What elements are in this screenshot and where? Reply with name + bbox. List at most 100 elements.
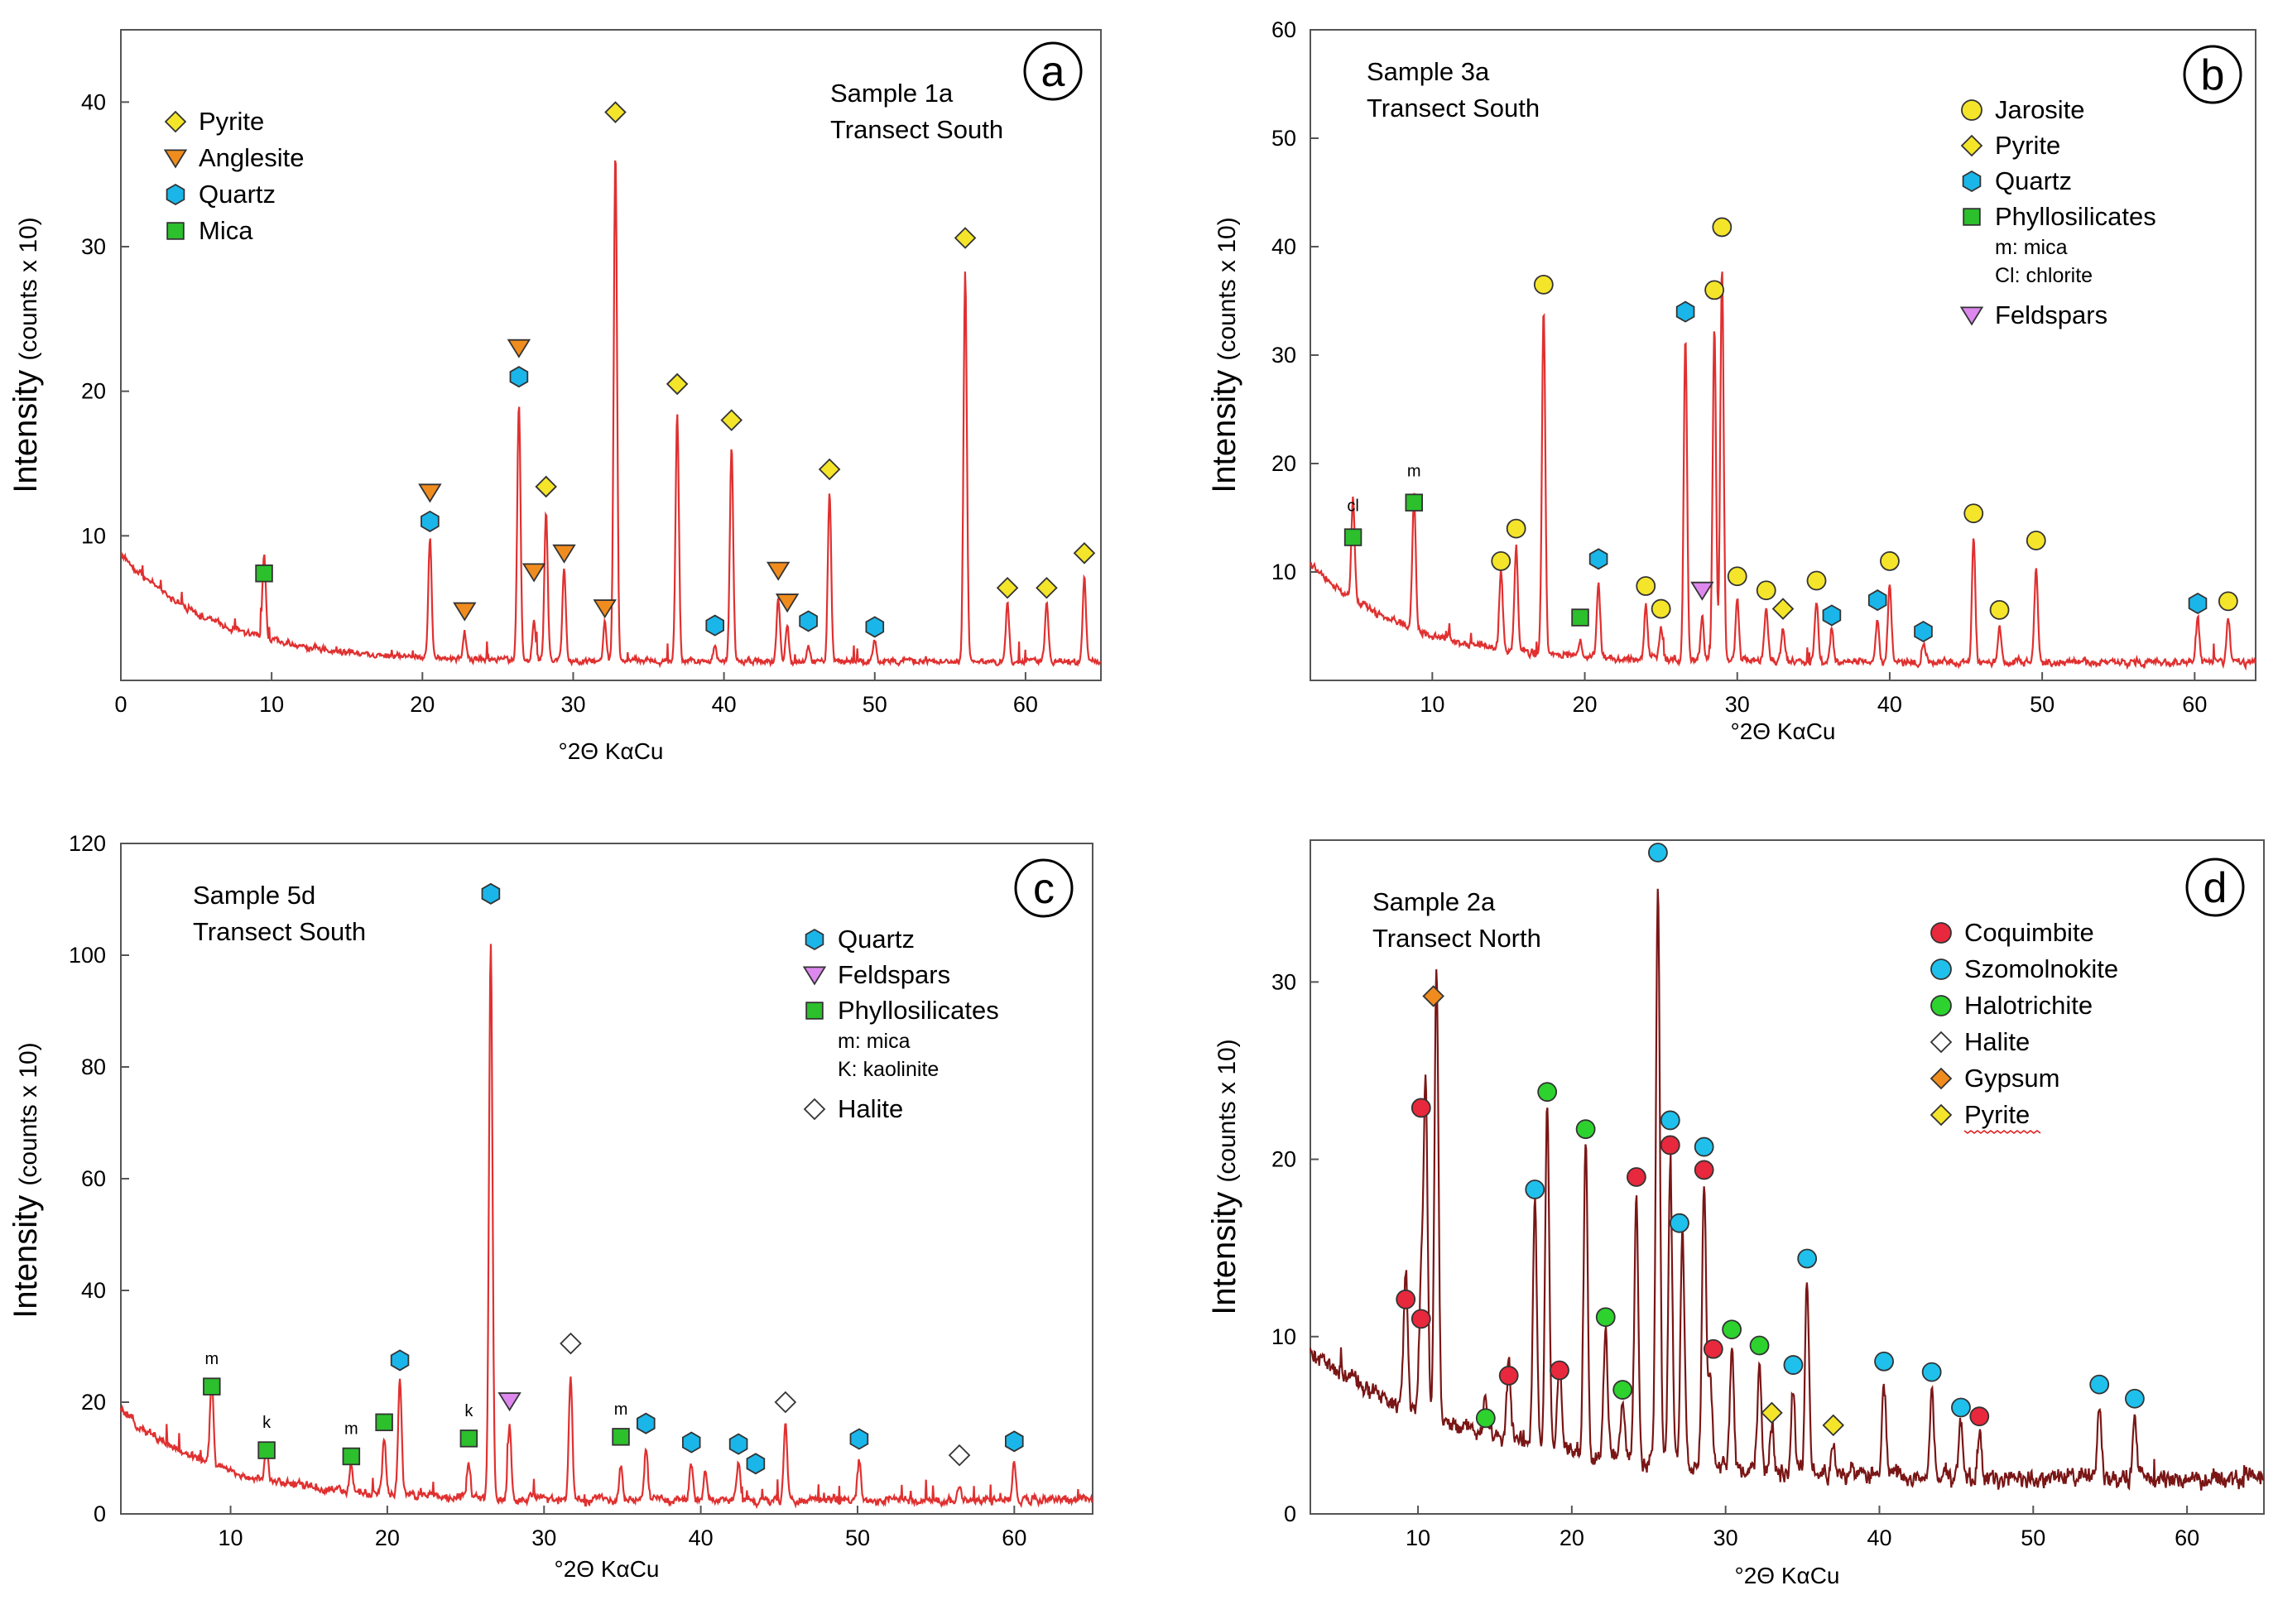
- peak-marker-hexagon: [2188, 592, 2208, 615]
- legend-label: Halotrichite: [1964, 991, 2093, 1020]
- peak-marker-diamond: [774, 1391, 797, 1414]
- plot-frame: [120, 843, 1093, 1515]
- y-tick-label: 50: [1271, 126, 1296, 151]
- peak-marker-diamond: [666, 372, 689, 396]
- peak-marker-diamond: [818, 458, 841, 481]
- y-axis-title: Intensity (counts x 10): [1206, 217, 1242, 493]
- legend-label: Szomolnokite: [1964, 954, 2118, 983]
- panel-letter: a: [1041, 48, 1065, 96]
- peak-marker-hexagon: [421, 510, 440, 532]
- peak-marker-square: [342, 1447, 361, 1466]
- sample-name: Sample 2a: [1372, 887, 1496, 916]
- legend-sublabel: K: kaolinite: [838, 1058, 939, 1081]
- peak-marker-circle: [2026, 531, 2046, 550]
- peak-marker-circle: [1651, 598, 1671, 619]
- transect-name: Transect South: [193, 917, 366, 946]
- panel-letter: b: [2201, 51, 2225, 99]
- panel-letter-circle: [1023, 41, 1083, 101]
- spellcheck-underline: [1963, 1130, 2041, 1134]
- y-tick-label: 0: [1284, 1501, 1296, 1526]
- peak-marker-circle: [1660, 1110, 1680, 1131]
- peak-annotation: m: [1407, 463, 1421, 481]
- legend-marker-hexagon: [805, 928, 824, 951]
- legend-marker-diamond: [803, 1098, 826, 1121]
- peak-marker-circle: [1636, 576, 1656, 596]
- y-tick-label: 40: [1271, 234, 1296, 259]
- peak-annotation: m: [614, 1401, 628, 1419]
- peak-marker-hexagon: [865, 616, 885, 638]
- legend-entry: Halotrichite: [1930, 991, 2093, 1020]
- panel-b: 10 20 30 40 50 60 10 20 30 40 50 60 Intensity (count…: [1206, 17, 2257, 744]
- legend-marker-circle: [1930, 995, 1952, 1016]
- x-tick-label: 30: [1725, 692, 1750, 717]
- peak-marker-circle: [1712, 217, 1733, 238]
- peak-marker-triangle-down: [775, 593, 800, 613]
- legend-marker-circle: [1930, 922, 1952, 944]
- x-tick-label: 20: [375, 1526, 400, 1550]
- legend-entry: Jarosite: [1961, 95, 2085, 124]
- x-tick-label: 20: [410, 692, 435, 717]
- x-tick-label: 40: [1867, 1526, 1891, 1550]
- legend-label: Phyllosilicates: [1995, 202, 2156, 231]
- peak-marker-diamond: [604, 101, 627, 123]
- panel-letter-circle: [2185, 858, 2245, 917]
- legend-entry: Gypsum: [1930, 1064, 2059, 1093]
- peak-marker-circle: [1969, 1406, 1990, 1427]
- legend-label: Feldspars: [838, 960, 950, 989]
- plot-frame: [1310, 839, 2265, 1515]
- panel-letter-circle: [2183, 45, 2242, 104]
- y-tick-label: 30: [1271, 343, 1296, 368]
- peak-marker-triangle-down: [521, 563, 546, 583]
- legend-marker-diamond: [164, 110, 187, 133]
- peak-marker-circle: [1963, 503, 1984, 524]
- peak-marker-hexagon: [481, 882, 501, 905]
- x-tick-label: 50: [863, 692, 887, 717]
- legend-sublabel: m: mica: [838, 1030, 911, 1053]
- x-tick-label: 10: [219, 1526, 243, 1550]
- peak-marker-circle: [1722, 1319, 1742, 1340]
- legend-marker-square: [805, 1002, 824, 1020]
- legend-entry: Quartz: [1962, 166, 2072, 195]
- legend-marker-square: [166, 222, 185, 240]
- peak-marker-square: [203, 1377, 221, 1396]
- x-tick-label: 50: [2030, 692, 2055, 717]
- legend-entry: Mica: [166, 216, 253, 245]
- y-tick-label: 10: [81, 523, 106, 548]
- peak-marker-square: [1405, 493, 1423, 512]
- legend-marker-hexagon: [1962, 170, 1982, 193]
- x-axis-title: °2Θ KαCu: [1731, 718, 1836, 744]
- peak-marker-circle: [1727, 566, 1747, 587]
- peak-marker-hexagon: [1675, 300, 1695, 323]
- legend-marker-hexagon: [166, 183, 185, 206]
- peak-marker-circle: [1989, 599, 2010, 620]
- peak-marker-circle: [1612, 1380, 1633, 1400]
- y-tick-label: 10: [1271, 560, 1296, 584]
- sample-name: Sample 5d: [193, 881, 315, 910]
- x-tick-label: 40: [689, 1526, 714, 1550]
- peak-marker-circle: [1575, 1119, 1596, 1140]
- x-tick-label: 20: [1560, 1526, 1584, 1550]
- legend-label: Quartz: [838, 925, 915, 954]
- peak-annotation: k: [464, 1402, 473, 1420]
- legend-label: Gypsum: [1964, 1064, 2059, 1093]
- y-tick-label: 40: [81, 89, 106, 114]
- legend-label: Phyllosilicates: [838, 996, 999, 1025]
- x-tick-label: 40: [712, 692, 737, 717]
- x-tick-label: 40: [1877, 692, 1902, 717]
- legend-marker-circle: [1961, 99, 1982, 121]
- x-tick-label: 10: [1420, 692, 1444, 717]
- legend-entry: Anglesite: [163, 143, 305, 172]
- legend-entry: Phyllosilicates m: mica Cl: chlorite: [1963, 202, 2156, 287]
- legend-entry: Quartz: [805, 925, 915, 954]
- panel-a: 0 10 20 30 40 50 60 10 20 30 40 Intensity (counts x…: [7, 29, 1102, 764]
- peak-marker-triangle-down: [552, 544, 576, 564]
- peak-annotation: cl: [1347, 497, 1358, 516]
- peak-marker-circle: [1498, 1366, 1519, 1386]
- peak-marker-circle: [1806, 570, 1827, 591]
- legend-label: Jarosite: [1995, 95, 2085, 124]
- peak-marker-hexagon: [682, 1431, 701, 1453]
- legend-marker-triangle-down: [802, 966, 827, 986]
- y-axis-title: Intensity (counts x 10): [1206, 1039, 1242, 1315]
- peak-marker-hexagon: [1588, 548, 1608, 570]
- peak-marker-diamond: [535, 475, 557, 498]
